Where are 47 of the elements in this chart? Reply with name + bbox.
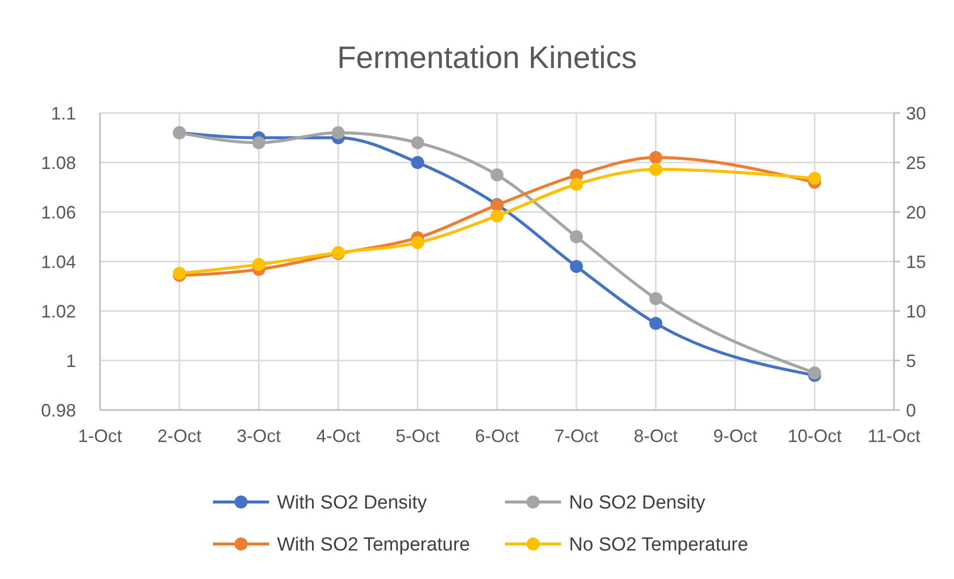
- x-tick-label: 7-Oct: [554, 426, 598, 446]
- point: [411, 236, 424, 250]
- point: [490, 168, 504, 182]
- x-tick-label: 2-Oct: [157, 426, 202, 446]
- y-tick-label: 0.98: [40, 400, 76, 420]
- point: [649, 316, 662, 330]
- point: [570, 178, 583, 191]
- x-tick-label: 1-Oct: [78, 426, 122, 446]
- x-tick-label: 5-Oct: [396, 426, 440, 446]
- point: [808, 366, 822, 380]
- x-tick-label: 6-Oct: [474, 426, 520, 446]
- y2-tick-label: 0: [906, 400, 916, 420]
- point: [808, 172, 822, 185]
- y-tick-label: 1.08: [40, 152, 76, 173]
- x-tick-label: 4-Oct: [316, 426, 360, 446]
- point: [649, 292, 662, 306]
- point: [570, 230, 583, 244]
- chart-title: Fermentation Kinetics: [337, 40, 637, 75]
- y-tick-label: 1.02: [40, 301, 76, 322]
- legend-label: With SO2 Temperature: [277, 534, 470, 556]
- point: [411, 156, 424, 169]
- y-tick-label: 1.06: [40, 202, 76, 222]
- y-tick-label: 1: [66, 350, 76, 371]
- point: [649, 162, 662, 176]
- y2-tick-label: 15: [906, 252, 926, 272]
- x-tick-label: 9-Oct: [713, 426, 758, 446]
- point: [570, 260, 583, 273]
- y2-tick-label: 5: [906, 350, 916, 371]
- y-tick-label: 1.1: [50, 103, 76, 124]
- legend-label: With SO2 Density: [277, 492, 428, 514]
- x-tick-label: 3-Oct: [236, 426, 281, 446]
- point: [252, 258, 266, 271]
- y2-tick-label: 30: [906, 103, 926, 124]
- point: [252, 136, 266, 150]
- y2-tick-label: 25: [906, 152, 926, 173]
- legend-label: No SO2 Density: [569, 492, 706, 514]
- x-tick-label: 8-Oct: [634, 426, 678, 446]
- y2-tick-label: 20: [906, 202, 926, 222]
- y-tick-label: 1.04: [40, 252, 76, 272]
- y2-tick-label: 10: [906, 301, 926, 322]
- point: [490, 209, 504, 222]
- point: [411, 136, 424, 150]
- point: [332, 126, 345, 140]
- x-tick-label: 10-Oct: [788, 426, 842, 446]
- point: [649, 151, 662, 164]
- x-tick-label: 11-Oct: [868, 426, 920, 446]
- legend-label: No SO2 Temperature: [569, 534, 748, 556]
